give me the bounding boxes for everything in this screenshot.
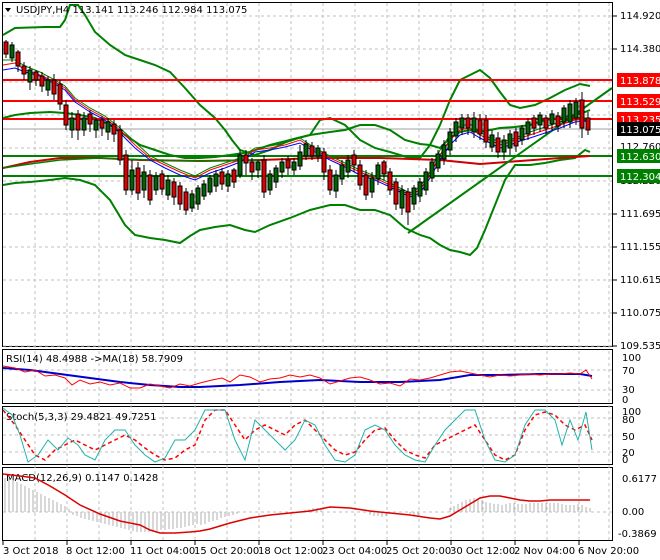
svg-text:30 Oct 12:00: 30 Oct 12:00 <box>450 546 515 557</box>
stoch-main-line <box>2 407 593 463</box>
svg-text:11 Oct 04:00: 11 Oct 04:00 <box>130 546 195 557</box>
svg-text:109.535: 109.535 <box>620 341 660 352</box>
stoch-label: Stoch(5,3,3) 29.4821 49.7251 <box>6 412 157 423</box>
rsi-panel: RSI(14) 48.4988 ->MA(18) 58.7909 100 70 … <box>2 353 641 406</box>
chart-header: USDJPY,H4 113.141 113.246 112.984 113.07… <box>5 5 247 16</box>
svg-text:8 Oct 12:00: 8 Oct 12:00 <box>66 546 125 557</box>
svg-text:50: 50 <box>622 432 635 443</box>
svg-text:111.155: 111.155 <box>620 242 660 253</box>
svg-text:114.380: 114.380 <box>620 44 660 55</box>
bollinger-bands <box>2 4 591 257</box>
long-sma-green <box>2 157 261 169</box>
svg-text:112.760: 112.760 <box>620 142 660 153</box>
svg-text:0.6177: 0.6177 <box>622 474 657 485</box>
chart-title: USDJPY,H4 113.141 113.246 112.984 113.07… <box>16 5 247 16</box>
svg-text:20: 20 <box>622 448 635 459</box>
svg-text:110.615: 110.615 <box>620 275 660 286</box>
svg-text:0: 0 <box>622 455 628 466</box>
level-tag-113878: 113.878 <box>620 76 660 87</box>
svg-text:0.00: 0.00 <box>622 507 644 518</box>
svg-text:111.695: 111.695 <box>620 209 660 220</box>
macd-panel: MACD(12,26,9) 0.1147 0.1428 0.6177 0.00 … <box>2 473 657 540</box>
rsi-line <box>2 365 593 389</box>
svg-text:2 Nov 04:00: 2 Nov 04:00 <box>514 546 575 557</box>
svg-text:80: 80 <box>622 415 635 426</box>
svg-text:0: 0 <box>622 395 628 406</box>
level-tag-112630: 112.630 <box>620 152 660 163</box>
svg-text:18 Oct 12:00: 18 Oct 12:00 <box>258 546 323 557</box>
svg-text:100: 100 <box>622 353 641 364</box>
svg-text:110.075: 110.075 <box>620 308 660 319</box>
current-price-tag: 113.075 <box>620 125 660 136</box>
level-tag-113529: 113.529 <box>620 97 660 108</box>
svg-text:100: 100 <box>622 407 641 418</box>
svg-text:25 Oct 20:00: 25 Oct 20:00 <box>386 546 451 557</box>
level-tag-112304: 112.304 <box>620 172 660 183</box>
level-tag-113235: 113.235 <box>620 115 660 126</box>
vertical-grid <box>34 3 610 540</box>
macd-histogram <box>4 478 591 532</box>
collapse-triangle-icon[interactable] <box>5 8 11 12</box>
svg-text:70: 70 <box>622 366 635 377</box>
level-tags: 113.878 113.529 113.235 113.075 112.630 … <box>617 73 660 183</box>
svg-text:6 Nov 20:00: 6 Nov 20:00 <box>578 546 639 557</box>
svg-text:3 Oct 2018: 3 Oct 2018 <box>3 546 58 557</box>
rsi-label: RSI(14) 48.4988 ->MA(18) 58.7909 <box>6 354 183 365</box>
macd-label: MACD(12,26,9) 0.1147 0.1428 <box>6 473 158 484</box>
svg-text:30: 30 <box>622 385 635 396</box>
candlesticks <box>3 40 591 225</box>
resistance-lines <box>3 79 612 120</box>
macd-signal-line <box>2 473 590 534</box>
long-moving-average <box>2 155 591 169</box>
svg-text:-0.3869: -0.3869 <box>618 529 657 540</box>
svg-text:15 Oct 20:00: 15 Oct 20:00 <box>194 546 259 557</box>
stoch-signal-line <box>2 409 593 461</box>
time-axis: 3 Oct 2018 8 Oct 12:00 11 Oct 04:00 15 O… <box>2 541 639 557</box>
stochastic-panel: Stoch(5,3,3) 29.4821 49.7251 100 80 50 2… <box>2 407 641 466</box>
panel-frames <box>2 2 613 541</box>
svg-text:23 Oct 04:00: 23 Oct 04:00 <box>322 546 387 557</box>
svg-text:114.920: 114.920 <box>620 11 660 22</box>
